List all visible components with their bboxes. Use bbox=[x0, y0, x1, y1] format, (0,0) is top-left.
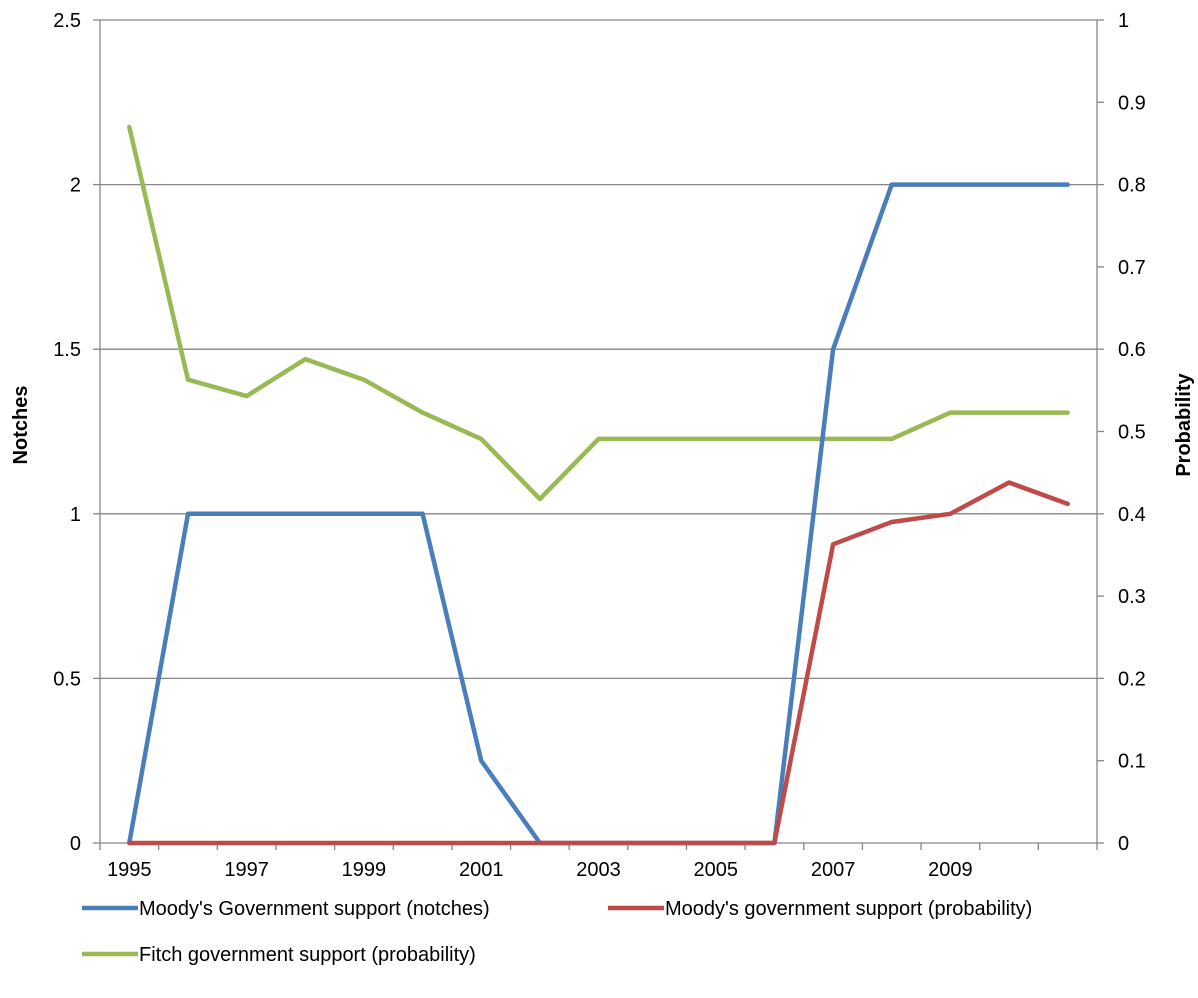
right-axis-ticks: 0 0.1 0.2 0.3 0.4 0.5 0.6 0.7 0.8 0.9 1 bbox=[1097, 10, 1146, 855]
x-tick-label: 2007 bbox=[811, 859, 856, 881]
right-tick-label: 0.4 bbox=[1118, 504, 1146, 526]
right-tick-label: 0.8 bbox=[1118, 175, 1146, 197]
right-tick-label: 0.6 bbox=[1118, 339, 1146, 361]
series-line-moody-s-government-support-probability bbox=[127, 480, 1070, 846]
x-tick-label: 1997 bbox=[224, 859, 269, 881]
left-tick-label: 1 bbox=[70, 504, 81, 526]
right-axis-title: Probability bbox=[1173, 372, 1195, 476]
legend-label-moody-s-government-support-probability: Moody's government support (probability) bbox=[665, 898, 1032, 920]
legend: Moody's Government support (notches) Mood… bbox=[82, 898, 1032, 966]
left-tick-label: 0.5 bbox=[53, 668, 81, 690]
left-axis-title: Notches bbox=[10, 386, 32, 465]
series-lines bbox=[127, 124, 1070, 846]
right-tick-label: 0 bbox=[1118, 833, 1129, 855]
legend-label-fitch-government-support-probability: Fitch government support (probability) bbox=[139, 944, 476, 966]
left-tick-label: 2 bbox=[70, 175, 81, 197]
x-tick-label: 1999 bbox=[342, 859, 387, 881]
axes bbox=[99, 20, 1098, 844]
left-tick-label: 2.5 bbox=[53, 10, 81, 32]
x-axis-ticks: 1995 1997 1999 2001 2003 2005 2007 2009 bbox=[99, 843, 1098, 881]
right-tick-label: 0.7 bbox=[1118, 257, 1146, 279]
right-tick-label: 0.5 bbox=[1118, 422, 1146, 444]
series-line-fitch-government-support-probability bbox=[127, 124, 1070, 502]
left-axis-ticks: 0 0.5 1 1.5 2 2.5 bbox=[53, 10, 100, 855]
right-tick-label: 0.1 bbox=[1118, 751, 1146, 773]
left-tick-label: 1.5 bbox=[53, 339, 81, 361]
x-tick-label: 2009 bbox=[928, 859, 973, 881]
x-tick-label: 2005 bbox=[694, 859, 739, 881]
right-tick-label: 1 bbox=[1118, 10, 1129, 32]
gridlines bbox=[100, 19, 1097, 680]
right-tick-label: 0.3 bbox=[1118, 586, 1146, 608]
legend-label-moody-s-government-support-notches: Moody's Government support (notches) bbox=[139, 898, 490, 920]
x-tick-label: 1995 bbox=[107, 859, 152, 881]
right-tick-label: 0.9 bbox=[1118, 92, 1146, 114]
x-tick-label: 2001 bbox=[459, 859, 504, 881]
right-tick-label: 0.2 bbox=[1118, 668, 1146, 690]
x-tick-label: 2003 bbox=[576, 859, 621, 881]
left-tick-label: 0 bbox=[70, 833, 81, 855]
